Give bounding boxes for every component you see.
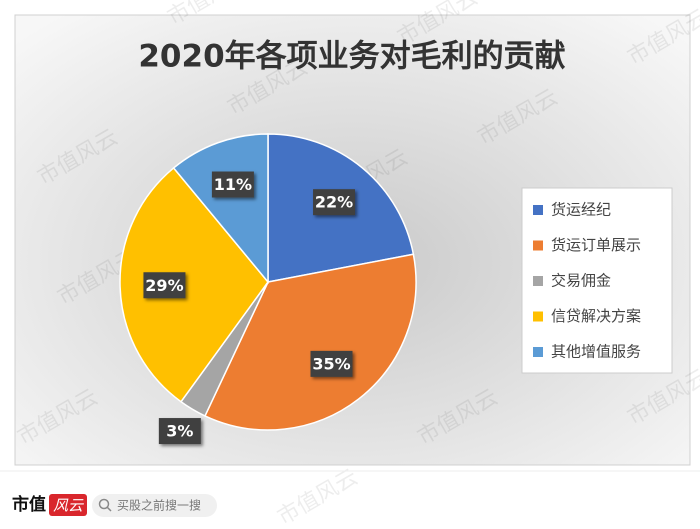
data-label: 22% bbox=[315, 193, 353, 212]
legend-box bbox=[521, 187, 673, 374]
brand: 市值 bbox=[12, 494, 46, 515]
label-box bbox=[313, 189, 356, 216]
legend-label: 交易佣金 bbox=[551, 272, 611, 290]
pie: 22% 35% 3% 29% 11% bbox=[119, 133, 417, 445]
search-placeholder: 买股之前搜一搜 bbox=[117, 498, 201, 513]
legend-label: 其他增值服务 bbox=[551, 343, 641, 361]
label-box bbox=[143, 272, 186, 299]
chart-title: 2020年各项业务对毛利的贡献 bbox=[138, 39, 565, 75]
legend-label: 货运订单展示 bbox=[551, 236, 641, 254]
search-icon-handle bbox=[106, 506, 112, 512]
legend-swatch bbox=[533, 240, 543, 251]
legend-label: 信贷解决方案 bbox=[551, 307, 641, 325]
label-box bbox=[211, 171, 254, 198]
data-label: 11% bbox=[214, 175, 252, 194]
legend-swatch bbox=[533, 347, 543, 357]
pie-slice bbox=[119, 166, 269, 403]
pie-slice bbox=[203, 253, 417, 431]
label-box bbox=[158, 418, 201, 445]
legend-label: 货运经纪 bbox=[551, 201, 611, 219]
label-box bbox=[310, 350, 353, 377]
search-icon bbox=[98, 498, 110, 510]
data-label: 3% bbox=[166, 422, 193, 441]
data-label: 29% bbox=[145, 276, 183, 295]
brand-accent-bg bbox=[49, 494, 87, 516]
legend-swatch bbox=[533, 276, 543, 286]
pie-slice bbox=[172, 133, 269, 285]
data-label: 35% bbox=[312, 354, 350, 373]
brand-accent: 风云 bbox=[53, 497, 84, 515]
legend-swatch bbox=[533, 311, 543, 322]
legend-swatch bbox=[533, 205, 543, 215]
search-box[interactable] bbox=[92, 494, 217, 517]
